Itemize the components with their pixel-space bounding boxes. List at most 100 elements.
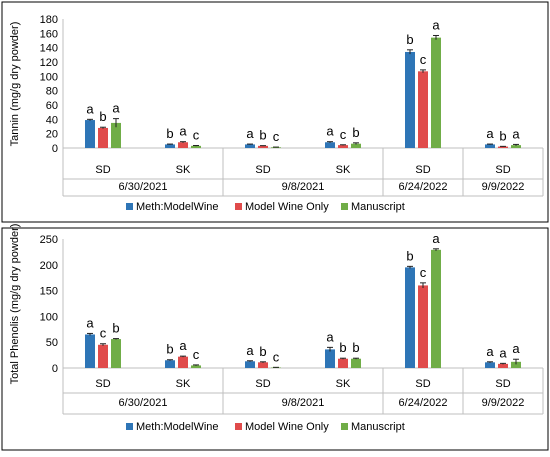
group-label: 6/24/2022 [399,397,448,409]
y-tick-label: 200 [40,260,58,272]
bar [511,145,521,148]
bar [98,127,108,148]
significance-letter: b [112,321,119,336]
legend-swatch [341,203,348,210]
bar [258,145,268,148]
y-tick-label: 100 [40,71,58,83]
category-label: SD [95,378,110,390]
panel-border [1,1,549,223]
category-label: SK [176,164,191,176]
group-label: 9/9/2022 [482,181,525,193]
significance-letter: a [112,101,120,116]
bar [511,361,521,368]
significance-letter: a [86,101,94,116]
bar [85,120,95,148]
significance-letter: b [166,342,173,357]
significance-letter: c [340,127,347,142]
significance-letter: a [246,126,254,141]
bar [405,51,415,148]
bar [325,349,335,368]
group-label: 6/24/2022 [399,181,448,193]
y-tick-label: 160 [40,28,58,40]
significance-letter: b [352,340,359,355]
category-label: SK [336,164,351,176]
legend-swatch [235,423,242,430]
y-tick-label: 60 [46,100,58,112]
significance-letter: a [432,17,440,32]
significance-letter: b [99,109,106,124]
bar [245,144,255,148]
legend-swatch [126,423,133,430]
significance-letter: c [273,129,280,144]
bar [485,362,495,368]
legend-swatch [126,203,133,210]
significance-letter: c [193,127,200,142]
bar [98,344,108,368]
significance-letter: a [246,343,254,358]
legend-label: Model Wine Only [245,201,329,213]
category-label: SK [336,378,351,390]
y-tick-label: 0 [52,143,58,155]
group-label: 9/8/2021 [282,397,325,409]
bar [338,358,348,368]
legend-swatch [341,423,348,430]
significance-letter: a [179,338,187,353]
bar [338,145,348,148]
y-tick-label: 250 [40,234,58,246]
y-tick-label: 20 [46,129,58,141]
legend-label: Manuscript [351,201,405,213]
significance-letter: a [179,124,187,139]
significance-letter: a [512,341,520,356]
bar [418,71,428,148]
significance-letter: b [339,340,346,355]
group-label: 9/8/2021 [282,181,325,193]
significance-letter: a [326,124,334,139]
significance-letter: b [499,128,506,143]
legend-label: Model Wine Only [245,421,329,433]
significance-letter: b [406,32,413,47]
significance-letter: c [273,349,280,364]
group-label: 6/30/2021 [119,181,168,193]
significance-letter: c [420,265,427,280]
bar [351,143,361,148]
panel-border [1,227,549,451]
significance-letter: a [432,231,440,246]
bar [111,122,121,148]
group-label: 6/30/2021 [119,397,168,409]
bar [271,147,281,148]
significance-letter: a [86,315,94,330]
y-tick-label: 140 [40,43,58,55]
bar [485,144,495,148]
bar [245,361,255,368]
category-label: SK [176,378,191,390]
y-axis-title: Total Phenolis (mg/g dry powder) [9,224,21,385]
y-tick-label: 120 [40,57,58,69]
bar [431,249,441,368]
y-tick-label: 180 [40,14,58,26]
bar [178,142,188,148]
bar [258,362,268,368]
bar [191,365,201,368]
significance-letter: c [100,326,107,341]
y-axis-title: Tannin (mg/g dry powder) [9,22,21,147]
bar [85,334,95,368]
bar [191,145,201,148]
y-tick-label: 0 [52,363,58,375]
category-label: SD [255,378,270,390]
category-label: SD [415,378,430,390]
significance-letter: b [166,126,173,141]
bar [178,356,188,368]
category-label: SD [495,378,510,390]
y-tick-label: 80 [46,86,58,98]
significance-letter: c [193,347,200,362]
significance-letter: a [326,329,334,344]
legend-label: Manuscript [351,421,405,433]
total-phenolis-chart: 0 50 100 150 200 250 Total Phenolis (mg/g dry … [1,224,549,451]
bar [165,360,175,368]
bar [351,358,361,368]
significance-letter: b [352,125,359,140]
legend-swatch [235,203,242,210]
legend-label: Meth:ModelWine [136,201,219,213]
